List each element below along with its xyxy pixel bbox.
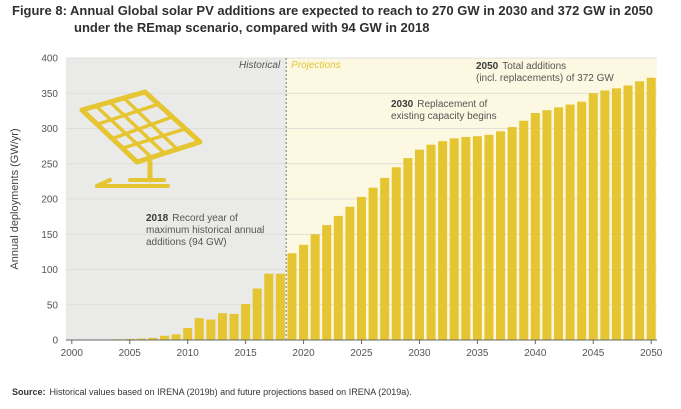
bar [461,136,471,340]
annotation-line: 2050 Total additions [476,61,566,72]
y-tick-label: 300 [41,124,58,135]
bar [171,334,181,340]
x-tick-label: 2045 [582,348,605,359]
bar [322,225,332,340]
bar [449,138,459,340]
bar [148,337,158,340]
x-tick-label: 2010 [177,348,200,359]
bar [507,127,517,340]
bar [623,85,633,340]
x-tick-label: 2040 [524,348,547,359]
bar [183,328,193,340]
annotation-line: existing capacity begins [391,111,497,122]
bar [519,120,529,341]
y-tick-label: 100 [41,265,58,276]
bar [600,90,610,341]
bar [530,112,540,341]
y-tick-label: 0 [52,336,58,347]
figure-title-line1: Figure 8: Annual Global solar PV additio… [12,3,654,18]
bar [542,110,552,340]
bar [553,107,564,340]
annotation-text: Total additions [502,61,566,72]
bar [275,273,285,340]
annotation-year: 2050 [476,61,499,72]
bar [577,101,587,341]
bar [611,88,621,340]
bar [635,81,645,340]
bar [368,187,378,340]
bar [310,234,320,340]
annotation-line: 2030 Replacement of [391,99,488,110]
y-tick-label: 400 [41,54,58,65]
source-label: Source: [12,387,46,397]
annotation-line: maximum historical annual [146,225,264,236]
x-tick-label: 2025 [350,348,373,359]
annotation-text: Record year of [172,213,238,224]
bar [241,304,251,340]
bar [217,313,227,340]
y-tick-label: 250 [41,159,58,170]
bar [414,149,424,340]
bar-chart: 0 50 100 150 200 250 300 350 400 2000 2005 2010 201… [9,54,663,360]
bar [229,313,239,340]
figure-title: Figure 8: Annual Global solar PV additio… [12,2,672,36]
bar [588,93,598,340]
bar [646,77,656,341]
historical-label: Historical [239,60,281,71]
bar [264,273,274,340]
x-tick-label: 2015 [234,348,257,359]
projections-label: Projections [291,60,340,71]
bar [252,288,262,340]
annotation-line: (incl. replacements) of 372 GW [476,73,614,84]
bar [426,144,436,340]
y-tick-label: 50 [47,300,59,311]
bar [565,104,575,340]
bar [194,318,204,340]
y-axis-label: Annual deployments (GW/yr) [9,128,21,269]
bar [333,215,343,340]
source-note: Source: Historical values based on IRENA … [12,387,412,397]
bar [299,244,309,340]
source-text: Historical values based on IRENA (2019b)… [49,387,412,397]
x-tick-label: 2020 [292,348,315,359]
bar [391,167,401,340]
figure-title-line2: under the REmap scenario, compared with … [74,20,430,35]
y-tick-label: 350 [41,89,58,100]
annotation-line: additions (94 GW) [146,237,227,248]
bar [438,141,448,340]
annotation-line: 2018 Record year of [146,213,238,224]
bar [125,338,135,340]
annotation-year: 2030 [391,99,414,110]
x-tick-label: 2030 [408,348,431,359]
bar [496,131,506,340]
x-tick-label: 2005 [119,348,142,359]
axes: 2000 2005 2010 2015 2020 2025 2030 2035 2040 2045… [61,339,663,359]
bar [345,206,355,340]
y-tick-label: 200 [41,195,58,206]
solar-panel-icon [79,89,203,188]
bar [159,335,170,340]
bar [472,136,482,340]
x-tick-label: 2050 [640,348,663,359]
bar [484,134,494,340]
annotation-text: Replacement of [417,99,487,110]
bar [403,158,413,340]
x-tick-label: 2035 [466,348,489,359]
annotation-year: 2018 [146,213,169,224]
bar [136,338,146,340]
bars [67,77,656,341]
bar [380,177,390,340]
x-tick-label: 2000 [61,348,84,359]
bar [287,253,297,340]
y-tick-label: 150 [41,230,58,241]
bar [206,319,216,340]
bar [356,196,367,340]
